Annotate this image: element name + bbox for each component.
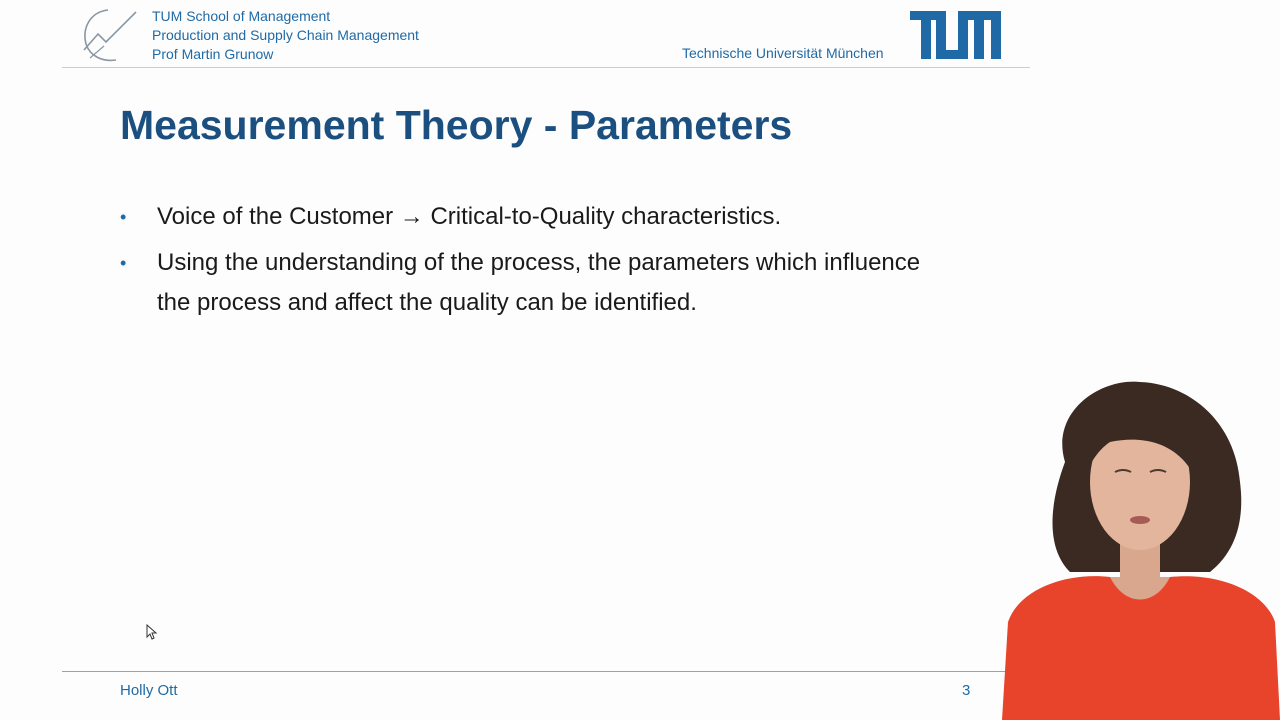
mouse-cursor-icon [146, 624, 158, 640]
presenter-video [1002, 381, 1280, 720]
header-divider [62, 67, 1030, 68]
school-name: TUM School of Management [152, 8, 331, 24]
footer-presenter-name: Holly Ott [120, 682, 178, 699]
university-name: Technische Universität München [682, 45, 884, 61]
bullet-text: Using the understanding of the process, … [157, 249, 921, 316]
slide-title: Measurement Theory - Parameters [120, 102, 793, 148]
tum-logo [910, 11, 1001, 59]
institution-info: TUM School of Management Production and … [152, 7, 419, 64]
bullet-item: • Voice of the Customer → Critical-to-Qu… [120, 197, 940, 237]
bullet-list: • Voice of the Customer → Critical-to-Qu… [120, 197, 940, 329]
tum-swoosh-logo [83, 9, 137, 62]
bullet-marker: • [120, 207, 127, 227]
bullet-item: • Using the understanding of the process… [120, 243, 940, 323]
page-number: 3 [962, 682, 971, 699]
professor-name: Prof Martin Grunow [152, 46, 274, 62]
bullet-marker: • [120, 253, 127, 273]
bullet-text: Voice of the Customer → Critical-to-Qual… [157, 203, 782, 230]
footer-divider [62, 671, 1030, 672]
chair-name: Production and Supply Chain Management [152, 27, 419, 43]
